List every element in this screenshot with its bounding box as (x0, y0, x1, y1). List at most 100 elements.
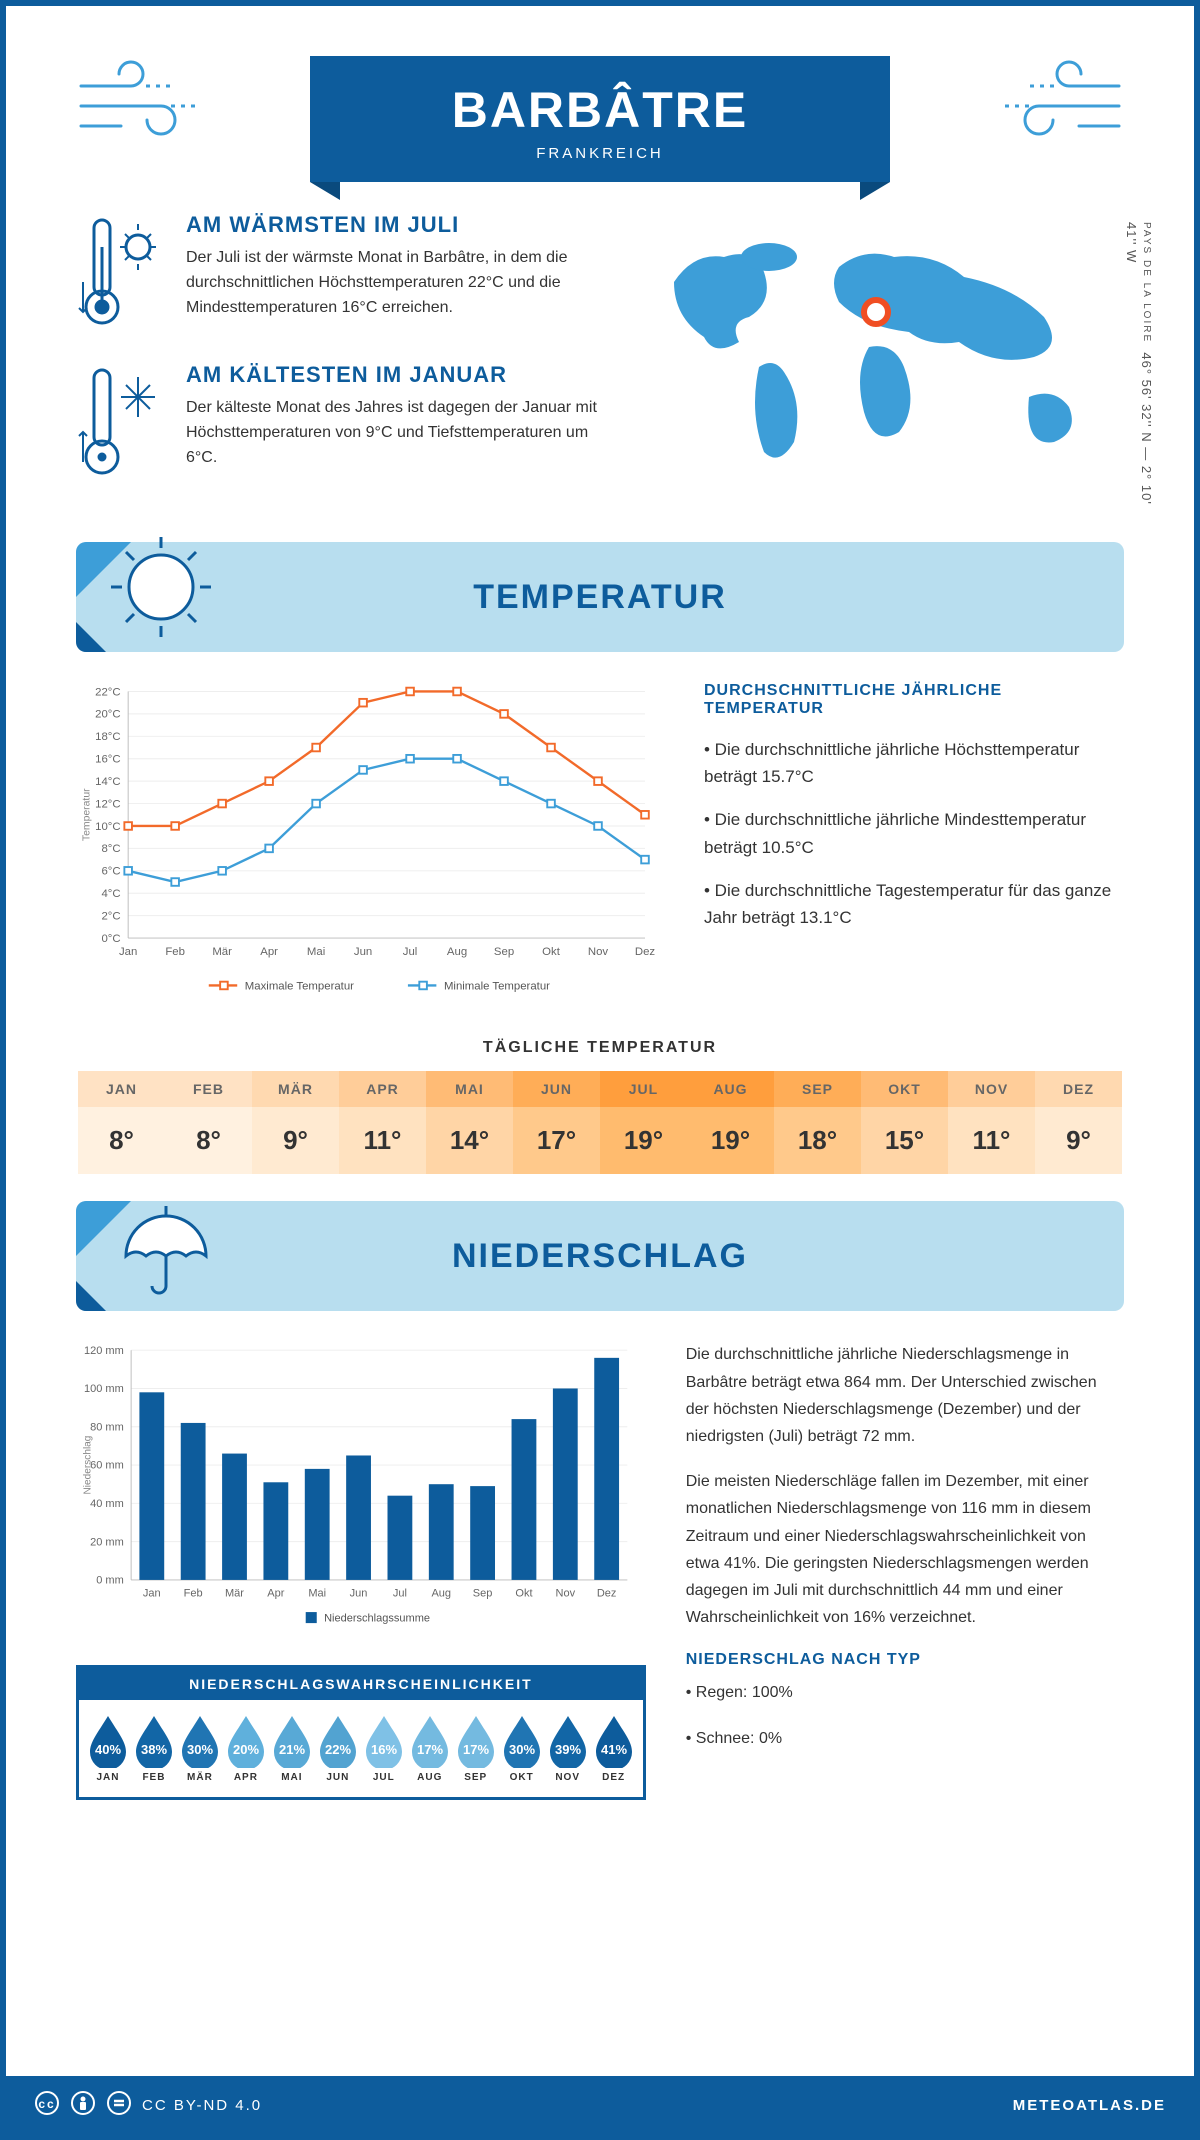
warm-text: Der Juli ist der wärmste Monat in Barbât… (186, 246, 614, 320)
temp-table-header: MÄR (252, 1071, 339, 1107)
svg-text:17%: 17% (417, 1742, 443, 1757)
precip-type-b2: • Schnee: 0% (686, 1725, 1124, 1752)
svg-text:Sep: Sep (473, 1588, 493, 1600)
svg-text:40%: 40% (95, 1742, 121, 1757)
svg-text:Jul: Jul (403, 946, 418, 958)
temp-table-header: DEZ (1035, 1071, 1122, 1107)
svg-text:Jun: Jun (350, 1588, 368, 1600)
svg-text:Apr: Apr (260, 946, 278, 958)
daily-temp-table: JANFEBMÄRAPRMAIJUNJULAUGSEPOKTNOVDEZ8°8°… (76, 1069, 1124, 1176)
svg-text:Aug: Aug (431, 1588, 451, 1600)
svg-text:12°C: 12°C (95, 798, 120, 810)
temp-section-title: TEMPERATUR (473, 578, 727, 617)
svg-text:Niederschlag: Niederschlag (83, 1436, 94, 1495)
svg-text:120 mm: 120 mm (84, 1345, 124, 1357)
svg-text:Nov: Nov (588, 946, 609, 958)
probability-drop: 22%JUN (317, 1714, 359, 1783)
temp-table-header: MAI (426, 1071, 513, 1107)
probability-drop: 30%OKT (501, 1714, 543, 1783)
cc-icon: cc (34, 2090, 60, 2120)
probability-drop: 38%FEB (133, 1714, 175, 1783)
precipitation-bar-chart: 0 mm20 mm40 mm60 mm80 mm100 mm120 mmNied… (76, 1341, 646, 1640)
wind-icon (76, 56, 206, 151)
nd-icon (106, 2090, 132, 2120)
svg-text:40 mm: 40 mm (90, 1498, 124, 1510)
svg-text:4°C: 4°C (101, 888, 120, 900)
probability-drop: 20%APR (225, 1714, 267, 1783)
temp-table-value: 9° (252, 1107, 339, 1174)
temp-table-value: 15° (861, 1107, 948, 1174)
svg-text:16%: 16% (371, 1742, 397, 1757)
svg-text:41%: 41% (601, 1742, 627, 1757)
svg-text:Niederschlagssumme: Niederschlagssumme (324, 1613, 430, 1625)
temp-table-value: 11° (948, 1107, 1035, 1174)
probability-panel: NIEDERSCHLAGSWAHRSCHEINLICHKEIT 40%JAN38… (76, 1665, 646, 1800)
svg-text:2°C: 2°C (101, 910, 120, 922)
wind-icon (994, 56, 1124, 151)
svg-text:0 mm: 0 mm (96, 1575, 124, 1587)
svg-text:30%: 30% (509, 1742, 535, 1757)
probability-drop: 40%JAN (87, 1714, 129, 1783)
precip-text-2: Die meisten Niederschläge fallen im Deze… (686, 1468, 1124, 1631)
svg-text:Mai: Mai (308, 1588, 326, 1600)
svg-text:Jan: Jan (119, 946, 137, 958)
svg-text:Okt: Okt (515, 1588, 532, 1600)
svg-text:22°C: 22°C (95, 686, 120, 698)
precip-section-title: NIEDERSCHLAG (452, 1237, 748, 1276)
svg-text:60 mm: 60 mm (90, 1460, 124, 1472)
warm-heading: AM WÄRMSTEN IM JULI (186, 212, 614, 238)
svg-text:Feb: Feb (165, 946, 185, 958)
temp-table-header: JUN (513, 1071, 600, 1107)
probability-drop: 21%MAI (271, 1714, 313, 1783)
svg-text:Mär: Mär (225, 1588, 244, 1600)
svg-text:Mär: Mär (212, 946, 232, 958)
probability-drop: 30%MÄR (179, 1714, 221, 1783)
svg-text:Feb: Feb (184, 1588, 203, 1600)
daily-temp-title: TÄGLICHE TEMPERATUR (76, 1039, 1124, 1057)
svg-text:30%: 30% (187, 1742, 213, 1757)
probability-title: NIEDERSCHLAGSWAHRSCHEINLICHKEIT (79, 1668, 643, 1700)
svg-text:Temperatur: Temperatur (81, 788, 92, 841)
by-icon (70, 2090, 96, 2120)
page-subtitle: FRANKREICH (310, 145, 890, 162)
temp-table-header: FEB (165, 1071, 252, 1107)
sun-icon (106, 532, 216, 647)
footer-site: METEOATLAS.DE (1013, 2097, 1166, 2114)
svg-text:20 mm: 20 mm (90, 1537, 124, 1549)
temp-table-header: OKT (861, 1071, 948, 1107)
temp-table-header: NOV (948, 1071, 1035, 1107)
svg-text:Maximale Temperatur: Maximale Temperatur (245, 980, 354, 992)
cold-text: Der kälteste Monat des Jahres ist dagege… (186, 396, 614, 470)
svg-text:10°C: 10°C (95, 821, 120, 833)
svg-text:6°C: 6°C (101, 866, 120, 878)
svg-text:Aug: Aug (447, 946, 467, 958)
svg-text:Minimale Temperatur: Minimale Temperatur (444, 980, 550, 992)
precip-type-heading: NIEDERSCHLAG NACH TYP (686, 1651, 1124, 1669)
svg-text:Mai: Mai (307, 946, 325, 958)
temp-table-value: 19° (600, 1107, 687, 1174)
world-map: PAYS DE LA LOIRE 46° 56' 32'' N — 2° 10'… (644, 212, 1124, 512)
temp-table-value: 19° (687, 1107, 774, 1174)
title-banner: BARBÂTRE FRANKREICH (310, 56, 890, 182)
svg-text:100 mm: 100 mm (84, 1384, 124, 1396)
temp-table-value: 11° (339, 1107, 426, 1174)
temp-info-b3: • Die durchschnittliche Tagestemperatur … (704, 877, 1124, 931)
probability-drop: 39%NOV (547, 1714, 589, 1783)
svg-text:22%: 22% (325, 1742, 351, 1757)
precip-text-1: Die durchschnittliche jährliche Niedersc… (686, 1341, 1124, 1450)
probability-drop: 17%SEP (455, 1714, 497, 1783)
temp-table-value: 9° (1035, 1107, 1122, 1174)
license-text: CC BY-ND 4.0 (142, 2097, 262, 2114)
svg-text:Dez: Dez (597, 1588, 617, 1600)
svg-text:17%: 17% (463, 1742, 489, 1757)
temp-info-b1: • Die durchschnittliche jährliche Höchst… (704, 736, 1124, 790)
temp-table-header: SEP (774, 1071, 861, 1107)
svg-text:14°C: 14°C (95, 776, 120, 788)
precipitation-section-header: NIEDERSCHLAG (76, 1201, 1124, 1311)
temp-table-header: AUG (687, 1071, 774, 1107)
umbrella-icon (106, 1191, 216, 1306)
temp-table-value: 17° (513, 1107, 600, 1174)
svg-text:Dez: Dez (635, 946, 656, 958)
page-title: BARBÂTRE (310, 81, 890, 139)
svg-text:0°C: 0°C (101, 933, 120, 945)
